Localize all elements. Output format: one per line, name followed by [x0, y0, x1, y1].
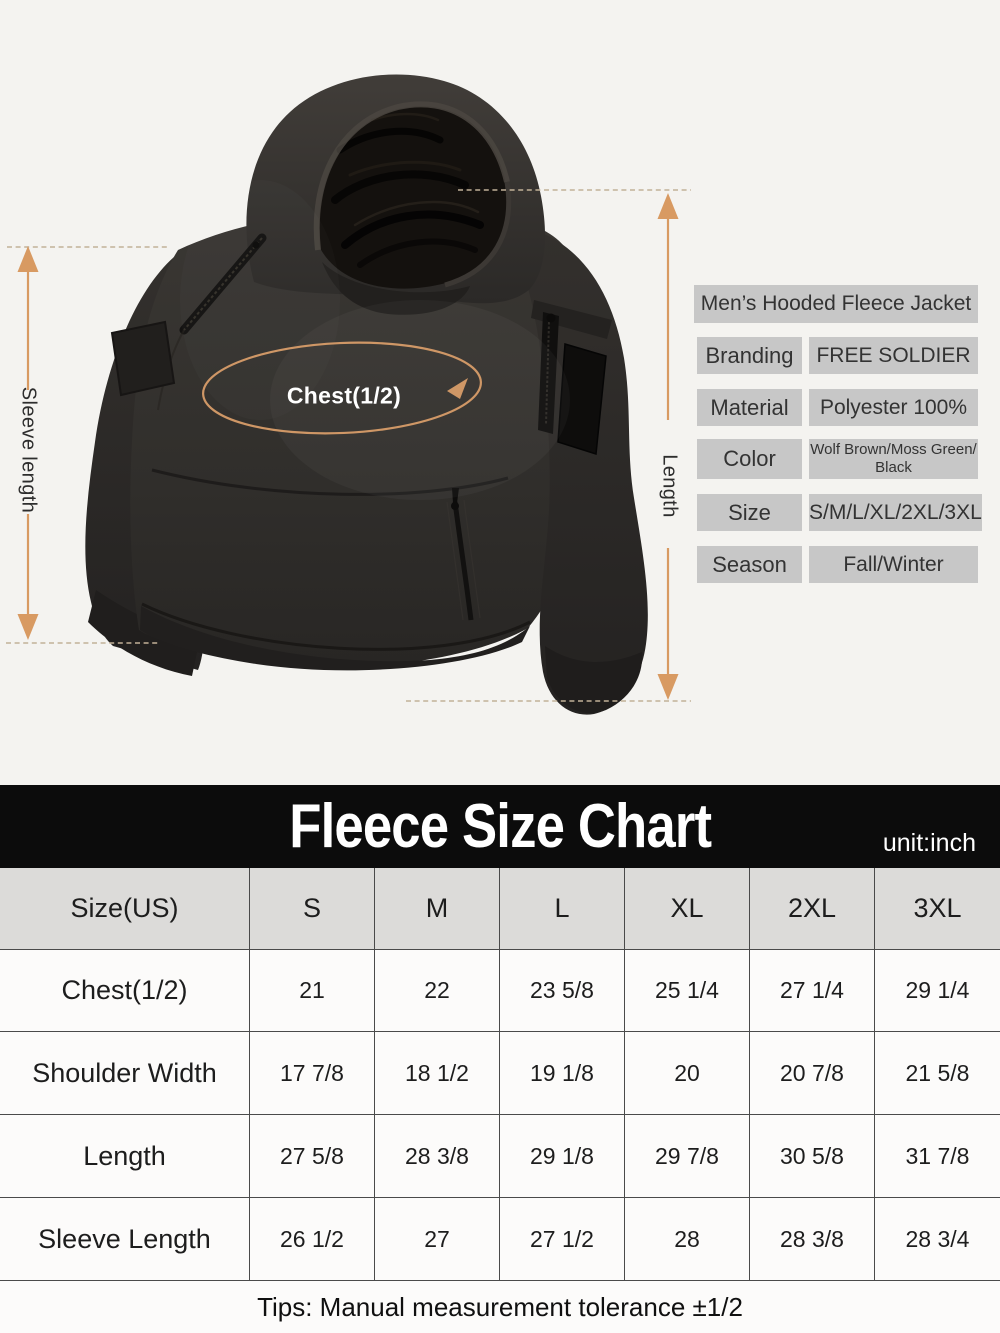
- chest-ellipse-arrowhead: [447, 378, 468, 399]
- banner-unit: unit:inch: [882, 829, 976, 857]
- table-row-label: Length: [0, 1115, 250, 1198]
- table-cell: 23 5/8: [500, 950, 625, 1032]
- table-cell: 25 1/4: [625, 950, 750, 1032]
- tips-note: Tips: Manual measurement tolerance ±1/2: [0, 1281, 1000, 1333]
- jacket-chest-seam: [151, 468, 509, 496]
- table-row-label: Chest(1/2): [0, 950, 250, 1032]
- spec-value-color: Wolf Brown/Moss Green/ Black: [809, 439, 978, 479]
- chest-label: Chest(1/2): [286, 382, 402, 409]
- table-cell: 27 5/8: [250, 1115, 375, 1198]
- jacket-illustration: [6, 74, 691, 715]
- pocket-stitch-right: [463, 499, 481, 619]
- table-cell: 19 1/8: [500, 1032, 625, 1115]
- chest-zipper-teeth: [183, 237, 263, 331]
- table-cell: 29 1/4: [875, 950, 1000, 1032]
- table-cell: 28 3/8: [375, 1115, 500, 1198]
- length-arrow: [657, 193, 679, 700]
- table-cell: 30 5/8: [750, 1115, 875, 1198]
- table-header-cell: S: [250, 868, 375, 950]
- chest-measure-ellipse: [202, 341, 482, 435]
- pocket-zipper-pull: [451, 502, 459, 510]
- table-cell: 28 3/4: [875, 1198, 1000, 1281]
- sleeve-zipper-teeth: [545, 321, 550, 425]
- table-cell: 31 7/8: [875, 1115, 1000, 1198]
- sleeve-length-arrow: [17, 246, 39, 640]
- table-header-cell: L: [500, 868, 625, 950]
- spec-value-color-line2: Black: [875, 459, 912, 476]
- collar: [322, 262, 470, 315]
- spec-label-branding: Branding: [697, 337, 802, 374]
- sleeve-length-label: Sleeve length: [17, 386, 40, 514]
- table-cell: 21 5/8: [875, 1032, 1000, 1115]
- table-cell: 18 1/2: [375, 1032, 500, 1115]
- spec-label-color: Color: [697, 439, 802, 479]
- size-chart-banner: Fleece Size Chart unit:inch: [0, 785, 1000, 868]
- table-cell: 21: [250, 950, 375, 1032]
- table-cell: 29 1/8: [500, 1115, 625, 1198]
- spec-value-material: Polyester 100%: [809, 389, 978, 426]
- sleeve-zipper-pull: [546, 313, 556, 323]
- pocket-stitch-left: [446, 501, 464, 621]
- spec-label-size: Size: [697, 494, 802, 531]
- table-cell: 22: [375, 950, 500, 1032]
- jacket-left-cuff: [88, 590, 200, 676]
- spec-title: Men’s Hooded Fleece Jacket: [694, 285, 978, 323]
- table-cell: 27 1/4: [750, 950, 875, 1032]
- jacket-right-cuff: [545, 646, 643, 714]
- dashed-guides: [6, 189, 691, 702]
- table-cell: 17 7/8: [250, 1032, 375, 1115]
- table-cell: 28 3/8: [750, 1198, 875, 1281]
- spec-value-season: Fall/Winter: [809, 546, 978, 583]
- spec-label-material: Material: [697, 389, 802, 426]
- chest-zipper-pull: [252, 241, 260, 249]
- table-cell: 27: [375, 1198, 500, 1281]
- table-row-label: Sleeve Length: [0, 1198, 250, 1281]
- jacket-hem-seam: [141, 602, 531, 651]
- spec-label-season: Season: [697, 546, 802, 583]
- sleeve-velcro-patch: [557, 343, 607, 455]
- banner-title: Fleece Size Chart: [289, 791, 712, 861]
- spec-row-material: Material Polyester 100%: [697, 389, 978, 426]
- table-cell: 20 7/8: [750, 1032, 875, 1115]
- spec-row-size: Size S/M/L/XL/2XL/3XL: [697, 494, 982, 531]
- pocket-zipper: [452, 501, 474, 621]
- table-header-cell: Size(US): [0, 868, 250, 950]
- spec-row-season: Season Fall/Winter: [697, 546, 978, 583]
- hood-rim-lower: [444, 181, 512, 288]
- table-cell: 29 7/8: [625, 1115, 750, 1198]
- spec-row-branding: Branding FREE SOLDIER: [697, 337, 978, 374]
- pocket-zipper-tab: [452, 488, 459, 503]
- table-cell: 26 1/2: [250, 1198, 375, 1281]
- left-velcro-patch: [110, 320, 176, 397]
- table-header-cell: 2XL: [750, 868, 875, 950]
- spec-value-size: S/M/L/XL/2XL/3XL: [809, 494, 982, 531]
- sleeve-pocket-flap: [531, 300, 612, 339]
- table-header-cell: XL: [625, 868, 750, 950]
- table-cell: 20: [625, 1032, 750, 1115]
- hood-rim: [313, 101, 510, 251]
- table-cell: 28: [625, 1198, 750, 1281]
- table-row-label: Shoulder Width: [0, 1032, 250, 1115]
- jacket-hem: [140, 606, 530, 671]
- spec-row-color: Color Wolf Brown/Moss Green/ Black: [697, 439, 978, 479]
- table-cell: 27 1/2: [500, 1198, 625, 1281]
- size-chart-table: Size(US) S M L XL 2XL 3XL Chest(1/2) 21 …: [0, 868, 1000, 1281]
- fur-texture: [331, 112, 484, 268]
- table-header-cell: 3XL: [875, 868, 1000, 950]
- spec-value-color-line1: Wolf Brown/Moss Green/: [810, 441, 977, 458]
- jacket-body: [130, 209, 595, 668]
- photo-section: Sleeve length Length Chest(1/2) Men’s Ho…: [0, 0, 1000, 785]
- spec-value-branding: FREE SOLDIER: [809, 337, 978, 374]
- table-header-cell: M: [375, 868, 500, 950]
- length-label: Length: [658, 454, 681, 518]
